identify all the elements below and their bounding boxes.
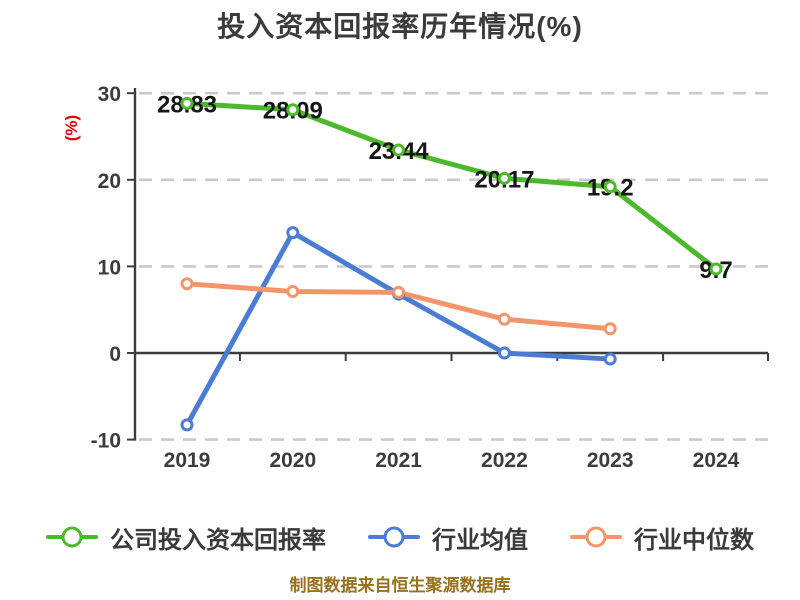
series-line-industry-mean — [184, 230, 613, 428]
y-tick-label-0: 0 — [109, 343, 121, 366]
x-tick-label-2020: 2020 — [269, 449, 316, 472]
x-tick-label-2023: 2023 — [587, 449, 634, 472]
marker-industry-median-2020 — [286, 285, 300, 299]
legend-item-industry-mean: 行业均值 — [368, 520, 528, 555]
legend-item-industry-median: 行业中位数 — [570, 520, 754, 555]
marker-industry-mean-2019 — [180, 418, 194, 432]
marker-industry-median-2021 — [392, 285, 406, 299]
marker-company-roic-2020 — [286, 103, 300, 117]
legend-circle-green — [61, 526, 83, 548]
y-tick-label-10: 10 — [98, 256, 121, 279]
legend-label-industry-mean: 行业均值 — [432, 526, 528, 554]
marker-company-roic-2021 — [392, 143, 406, 157]
x-tick-label-2019: 2019 — [164, 449, 211, 472]
y-axis-label: (%) — [62, 114, 81, 142]
marker-industry-mean-2022 — [497, 346, 511, 360]
x-tick-label-2024: 2024 — [693, 449, 740, 472]
marker-industry-median-2019 — [180, 277, 194, 291]
marker-industry-median-2022 — [497, 312, 511, 326]
legend-marker-orange-icon — [570, 525, 622, 549]
x-tick-label-2021: 2021 — [375, 449, 422, 472]
series-line-company-roic — [184, 100, 719, 272]
legend-item-company-roic: 公司投入资本回报率 — [46, 520, 326, 555]
y-tick-label-20: 20 — [98, 170, 121, 193]
marker-industry-mean-2023 — [603, 352, 617, 366]
marker-company-roic-2019 — [180, 96, 194, 110]
chart-title: 投入资本回报率历年情况(%) — [217, 11, 583, 42]
data-source-note: 制图数据来自恒生聚源数据库 — [289, 576, 511, 595]
marker-company-roic-2024 — [709, 262, 723, 276]
y-tick-label-30: 30 — [98, 83, 121, 106]
legend: 公司投入资本回报率 行业均值 行业中位数 — [0, 514, 800, 560]
legend-marker-blue-icon — [368, 525, 420, 549]
legend-circle-orange — [585, 526, 607, 548]
legend-label-company-roic: 公司投入资本回报率 — [110, 526, 326, 554]
legend-circle-blue — [383, 526, 405, 548]
marker-company-roic-2022 — [497, 171, 511, 185]
marker-company-roic-2023 — [603, 180, 617, 194]
x-tick-label-2022: 2022 — [481, 449, 528, 472]
marker-industry-mean-2020 — [286, 226, 300, 240]
legend-marker-green-icon — [46, 525, 98, 549]
marker-industry-median-2023 — [603, 322, 617, 336]
y-tick-label--10: -10 — [91, 430, 121, 453]
legend-label-industry-median: 行业中位数 — [634, 526, 754, 554]
